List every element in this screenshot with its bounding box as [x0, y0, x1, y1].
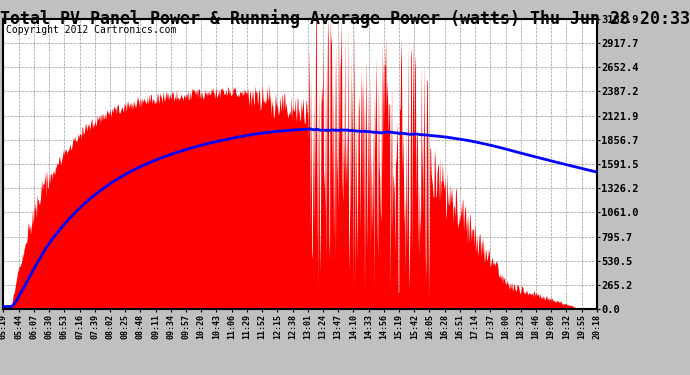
Text: Total PV Panel Power & Running Average Power (watts) Thu Jun 28 20:33: Total PV Panel Power & Running Average P…: [0, 9, 690, 28]
Text: Copyright 2012 Cartronics.com: Copyright 2012 Cartronics.com: [6, 25, 177, 34]
